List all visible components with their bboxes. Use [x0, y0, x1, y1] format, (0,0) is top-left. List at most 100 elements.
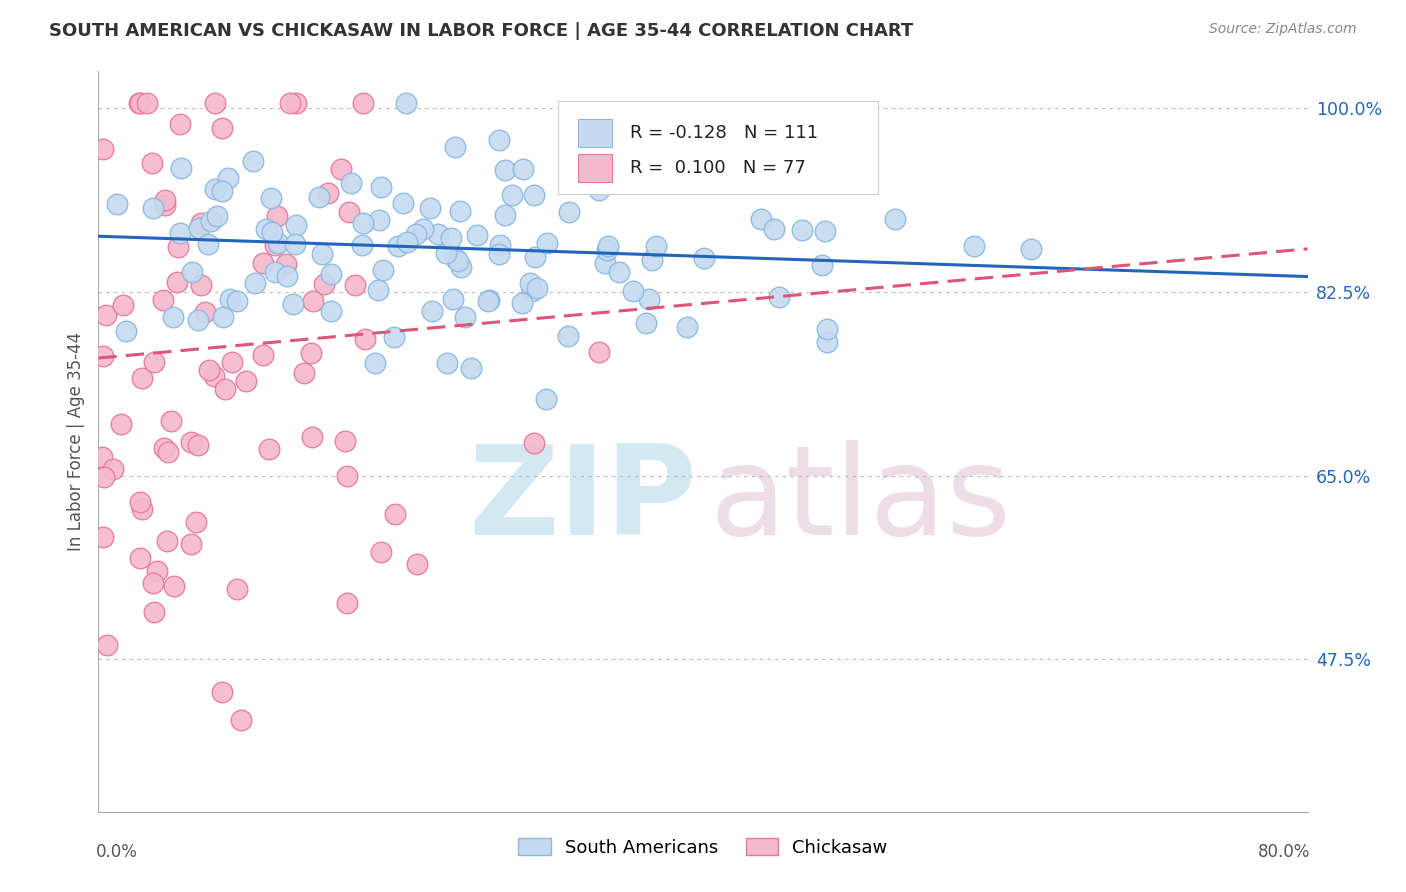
Point: [242, 154, 264, 169]
Point: [276, 268, 298, 283]
Point: [1019, 242, 1042, 256]
Point: [488, 133, 510, 147]
Point: [274, 257, 297, 271]
Point: [434, 246, 457, 260]
Point: [557, 329, 579, 343]
Point: [558, 205, 581, 219]
Point: [312, 277, 335, 291]
Point: [152, 293, 174, 307]
Point: [963, 239, 986, 253]
Point: [129, 550, 152, 565]
Point: [217, 170, 239, 185]
Point: [292, 366, 315, 380]
Point: [302, 293, 325, 308]
Point: [395, 95, 418, 110]
Point: [211, 184, 233, 198]
Point: [131, 371, 153, 385]
Point: [536, 235, 558, 250]
Point: [285, 218, 308, 232]
Point: [749, 211, 772, 226]
Point: [211, 120, 233, 135]
Point: [262, 226, 284, 240]
Point: [157, 444, 180, 458]
Point: [792, 223, 814, 237]
Y-axis label: In Labor Force | Age 35-44: In Labor Force | Age 35-44: [66, 332, 84, 551]
Point: [103, 461, 125, 475]
Point: [405, 227, 427, 241]
Point: [512, 162, 534, 177]
Point: [301, 430, 323, 444]
Point: [370, 545, 392, 559]
Point: [606, 173, 628, 187]
Point: [91, 142, 114, 156]
Point: [180, 537, 202, 551]
Point: [352, 216, 374, 230]
Point: [607, 265, 630, 279]
Point: [447, 253, 470, 268]
Point: [634, 120, 657, 135]
Point: [284, 236, 307, 251]
Point: [141, 155, 163, 169]
Point: [814, 224, 837, 238]
Point: [142, 576, 165, 591]
Point: [299, 346, 322, 360]
Point: [114, 324, 136, 338]
Point: [427, 227, 450, 241]
Legend: South Americans, Chickasaw: South Americans, Chickasaw: [509, 829, 897, 865]
Point: [194, 305, 217, 319]
Point: [510, 296, 533, 310]
Point: [252, 256, 274, 270]
Point: [93, 470, 115, 484]
Point: [180, 265, 202, 279]
Point: [501, 188, 523, 202]
Text: R = -0.128   N = 111: R = -0.128 N = 111: [630, 124, 818, 142]
Point: [634, 316, 657, 330]
Point: [285, 95, 308, 110]
Point: [316, 186, 339, 201]
Point: [162, 578, 184, 592]
Point: [128, 95, 150, 110]
Point: [280, 95, 302, 110]
Point: [142, 201, 165, 215]
Point: [460, 360, 482, 375]
Point: [811, 258, 834, 272]
Point: [638, 292, 661, 306]
Point: [595, 256, 617, 270]
Point: [226, 582, 249, 597]
Point: [489, 238, 512, 252]
Point: [450, 260, 472, 275]
Point: [465, 227, 488, 242]
Point: [252, 348, 274, 362]
Point: [526, 281, 548, 295]
Point: [160, 414, 183, 428]
Point: [520, 284, 543, 298]
Point: [166, 240, 188, 254]
Text: atlas: atlas: [709, 441, 1011, 561]
Point: [494, 162, 516, 177]
Point: [267, 236, 290, 251]
Point: [478, 293, 501, 308]
Point: [763, 222, 786, 236]
Point: [446, 252, 468, 266]
Point: [264, 238, 287, 252]
Point: [281, 297, 304, 311]
Point: [883, 212, 905, 227]
Point: [225, 293, 247, 308]
Point: [143, 605, 166, 619]
Point: [596, 243, 619, 257]
Point: [187, 438, 209, 452]
Point: [212, 310, 235, 324]
Point: [205, 209, 228, 223]
Point: [367, 284, 389, 298]
Point: [231, 714, 253, 728]
Point: [352, 95, 374, 110]
Point: [211, 685, 233, 699]
Point: [523, 250, 546, 264]
Point: [675, 319, 697, 334]
Point: [142, 355, 165, 369]
Point: [595, 145, 617, 159]
FancyBboxPatch shape: [578, 153, 613, 182]
Point: [155, 533, 177, 548]
Point: [308, 190, 330, 204]
Point: [110, 417, 132, 432]
